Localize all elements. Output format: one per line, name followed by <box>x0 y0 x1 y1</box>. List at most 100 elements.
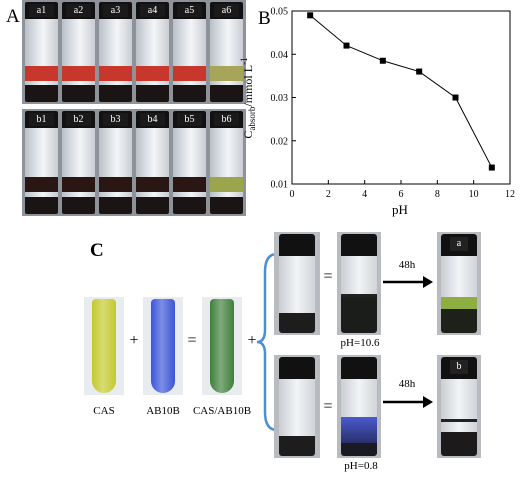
panel-letter-c: C <box>90 240 104 261</box>
y-axis-label-unit: /mmol L <box>241 65 255 107</box>
a-vial-label: a5 <box>177 4 202 17</box>
y-tick-label: 0.04 <box>271 50 289 61</box>
a-vial-1: a1 <box>25 2 58 102</box>
a-vial-band <box>210 66 243 81</box>
top-start-vial <box>279 234 315 333</box>
tube-photo-cas-ab10b <box>202 297 242 395</box>
b-vial-5: b5 <box>173 111 206 214</box>
vial-photo-a: a1 a2 a3 a4 a5 a6 <box>22 0 246 104</box>
y-tick-label: 0.03 <box>271 93 289 104</box>
b-vial-label: b1 <box>29 113 54 126</box>
x-tick-label: 0 <box>290 189 295 200</box>
arrow-label-bottom: 48h <box>398 378 416 390</box>
y-axis-label-main: C <box>241 131 255 139</box>
branch-bracket <box>256 252 278 432</box>
y-tick-label: 0.02 <box>271 136 289 147</box>
data-point <box>307 12 314 19</box>
x-tick-label: 6 <box>399 189 404 200</box>
a-vial-3: a3 <box>99 2 132 102</box>
a-vial-5: a5 <box>173 2 206 102</box>
condition-bottom: pH=0.8 <box>344 460 378 472</box>
arrow-top <box>383 276 433 288</box>
a-vial-label: a4 <box>140 4 165 17</box>
absorption-chart: 0 2 4 6 8 10 12 0.01 0.02 0.03 0.04 0.05 pH Cabsor… <box>239 7 515 218</box>
arrow-label-top: 48h <box>398 259 416 271</box>
panel-letter-a: A <box>6 6 20 27</box>
b-vial-band <box>173 177 206 192</box>
y-axis-ticks: 0.01 0.02 0.03 0.04 0.05 <box>271 7 296 191</box>
a-vial-label: a2 <box>66 4 91 17</box>
condition-top: pH=10.6 <box>340 337 380 349</box>
data-point <box>452 94 459 101</box>
tube-cas-ab10b <box>210 299 234 393</box>
y-axis-label-sup: -1 <box>239 57 249 65</box>
plot-frame <box>291 10 511 185</box>
equals-sign-1: = <box>187 332 197 349</box>
x-axis-ticks: 0 2 4 6 8 10 12 <box>290 180 515 200</box>
series-points <box>307 12 495 171</box>
b-vial-4: b4 <box>136 111 169 214</box>
b-vial-3: b3 <box>99 111 132 214</box>
tube-photo-cas <box>84 297 124 395</box>
y-axis-label: Cabsorb/mmol L-1 <box>239 57 257 138</box>
a-vial-label: a1 <box>29 4 54 17</box>
b-vial-label: b3 <box>103 113 128 126</box>
result-label-bottom: b <box>450 360 468 374</box>
a-vial-band <box>99 66 132 81</box>
b-vial-2: b2 <box>62 111 95 214</box>
vial-photo-b: b1 b2 b3 b4 b5 b6 <box>22 109 246 216</box>
data-point <box>379 57 386 64</box>
b-vial-label: b2 <box>66 113 91 126</box>
a-vial-band <box>173 66 206 81</box>
top-start-vial-photo <box>274 232 320 335</box>
b-vial-6: b6 <box>210 111 243 214</box>
a-vial-6: a6 <box>210 2 243 102</box>
arrow-bottom <box>383 396 433 408</box>
top-middle-vial-photo <box>337 232 381 335</box>
bottom-start-vial-photo <box>274 355 320 458</box>
data-point <box>416 68 423 75</box>
b-vial-1: b1 <box>25 111 58 214</box>
b-vial-band <box>136 177 169 192</box>
y-axis-label-sub: absorb <box>247 106 257 130</box>
a-vial-band <box>62 66 95 81</box>
y-tick-label: 0.05 <box>271 7 289 18</box>
a-vial-band <box>25 66 58 81</box>
b-vial-band <box>210 177 243 192</box>
top-result-vial <box>441 234 477 333</box>
bottom-middle-vial <box>341 357 377 456</box>
top-middle-vial <box>341 234 377 333</box>
b-vial-band <box>62 177 95 192</box>
bottom-result-vial-photo: b <box>437 355 481 458</box>
series-line <box>309 14 493 168</box>
data-point <box>343 42 350 49</box>
b-vial-band <box>25 177 58 192</box>
bottom-middle-vial-photo <box>337 355 381 458</box>
plus-sign-2: + <box>247 332 257 349</box>
b-vial-label: b4 <box>140 113 165 126</box>
x-axis-label: pH <box>392 202 408 217</box>
x-tick-label: 4 <box>362 189 367 200</box>
tube-photo-ab10b <box>143 297 183 395</box>
b-vial-band <box>99 177 132 192</box>
x-tick-label: 8 <box>435 189 440 200</box>
b-vial-label: b6 <box>214 113 239 126</box>
tube-label-ab10b: AB10B <box>146 405 180 417</box>
tube-cas <box>92 299 116 393</box>
a-vial-label: a3 <box>103 4 128 17</box>
tube-label-cas: CAS <box>93 405 115 417</box>
a-vial-label: a6 <box>214 4 239 17</box>
tube-ab10b <box>151 299 175 393</box>
result-label-top: a <box>450 237 468 251</box>
a-vial-4: a4 <box>136 2 169 102</box>
bottom-start-vial <box>279 357 315 456</box>
a-vial-band <box>136 66 169 81</box>
x-tick-label: 2 <box>326 189 331 200</box>
equals-sign-bottom: = <box>323 398 333 415</box>
top-result-vial-photo: a <box>437 232 481 335</box>
panel-letter-b: B <box>258 8 271 29</box>
data-point <box>488 164 495 171</box>
equals-sign-top: = <box>323 268 333 285</box>
a-vial-2: a2 <box>62 2 95 102</box>
x-tick-label: 12 <box>505 189 515 200</box>
